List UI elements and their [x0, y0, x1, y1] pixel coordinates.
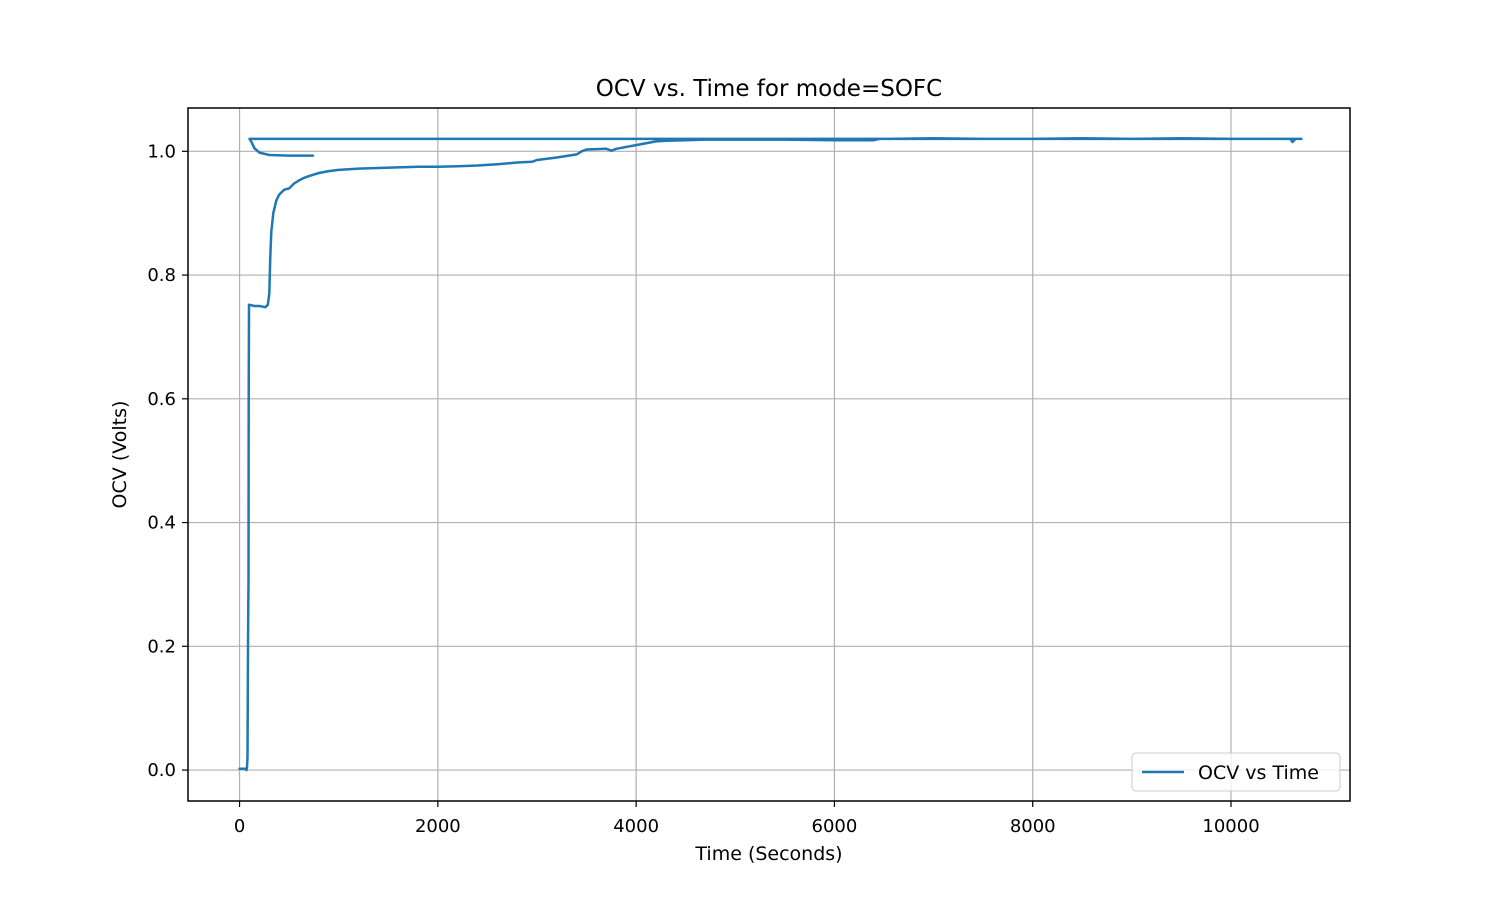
x-tick-label: 8000	[1010, 816, 1056, 837]
y-tick-label: 0.2	[147, 636, 176, 657]
chart-title: OCV vs. Time for mode=SOFC	[596, 76, 942, 102]
x-tick-label: 4000	[613, 816, 659, 837]
series-line	[238, 137, 1303, 772]
x-tick-label: 6000	[812, 816, 858, 837]
x-tick-label: 0	[234, 816, 245, 837]
y-axis-ticks: 0.0 0.2 0.4 0.6 0.8 1.0	[147, 141, 188, 781]
y-tick-label: 0.6	[147, 389, 176, 410]
y-tick-label: 0.4	[147, 513, 176, 534]
y-tick-label: 0.0	[147, 760, 176, 781]
legend-box	[1131, 752, 1341, 792]
plot-area-frame	[187, 107, 1351, 802]
y-axis-label: OCV (Volts)	[109, 401, 131, 509]
x-tick-label: 10000	[1202, 816, 1259, 837]
x-tick-label: 2000	[415, 816, 461, 837]
grid-lines	[188, 108, 1350, 801]
legend-entry-label: OCV vs Time	[1198, 762, 1319, 784]
x-axis-ticks: 0 2000 4000 6000 8000 10000	[234, 801, 1260, 837]
x-axis-label: Time (Seconds)	[694, 843, 842, 865]
y-tick-label: 0.8	[147, 265, 176, 286]
y-tick-label: 1.0	[147, 141, 176, 162]
legend: OCV vs Time	[1131, 752, 1341, 792]
series-layer	[238, 137, 1303, 772]
